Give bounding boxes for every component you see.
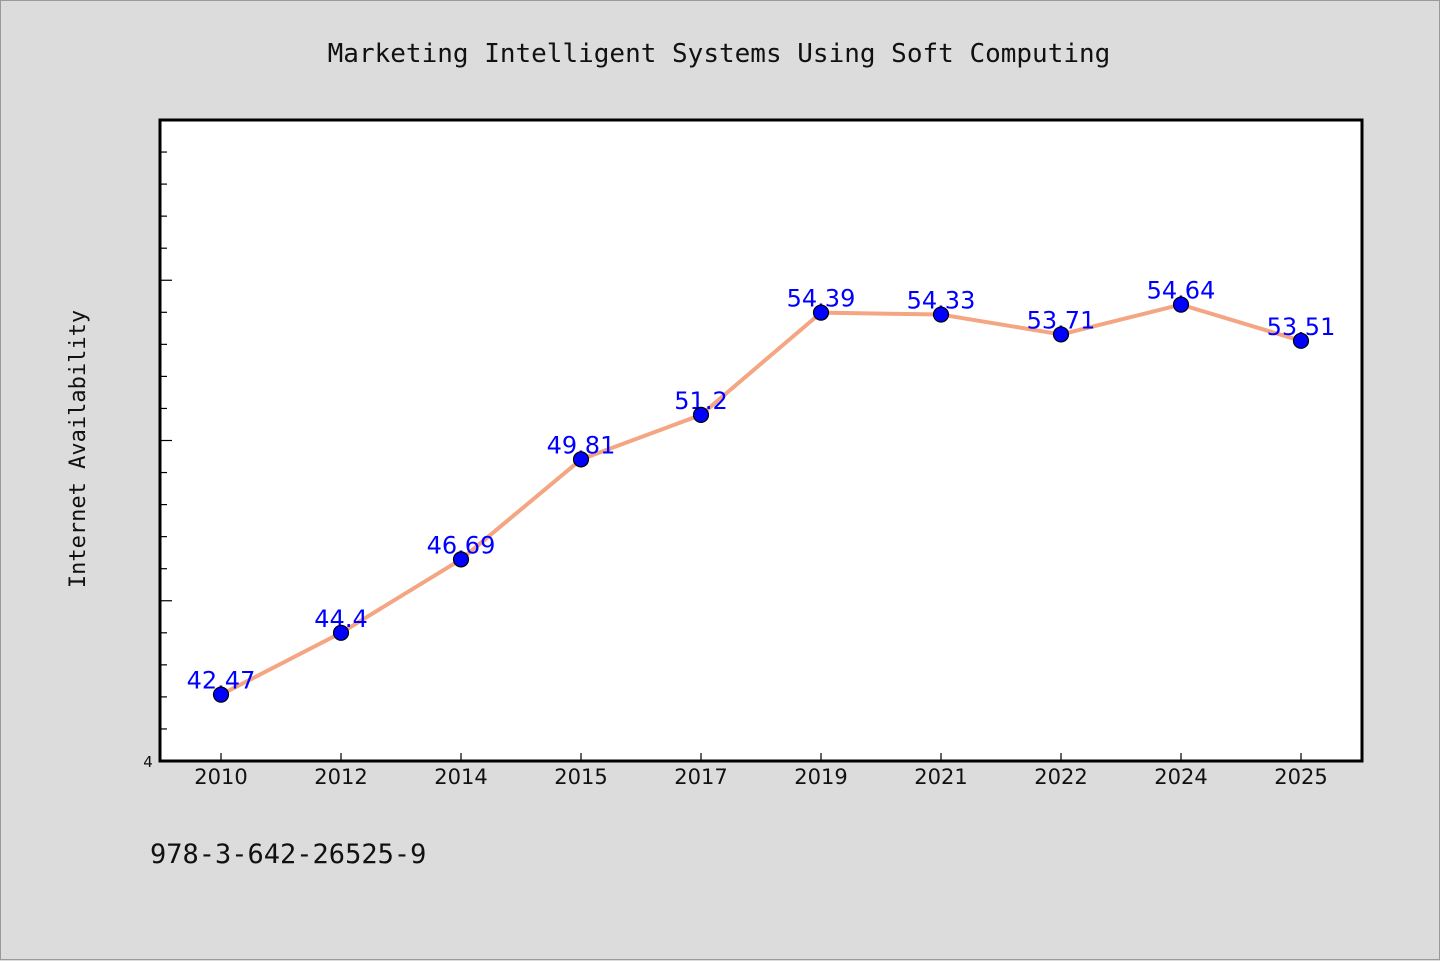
x-tick-label: 2015 (554, 765, 607, 789)
data-point (812, 304, 830, 321)
x-tick-label: 2021 (914, 765, 967, 789)
data-point (452, 551, 470, 568)
plot-area (158, 118, 1364, 763)
data-point (572, 451, 590, 468)
chart-title: Marketing Intelligent Systems Using Soft… (328, 39, 1111, 69)
data-point (212, 686, 230, 703)
x-tick-label: 2024 (1154, 765, 1207, 789)
data-point (332, 624, 350, 641)
data-point (1292, 332, 1310, 349)
x-tick-label: 2017 (674, 765, 727, 789)
isbn-footer: 978-3-642-26525-9 (150, 839, 426, 870)
x-axis-ticks: 2010 2012 2014 2015 2017 2019 2021 2022 2024 2025 (194, 753, 1328, 789)
y-axis-label: Internet Availability (66, 310, 91, 588)
data-point (1052, 326, 1070, 343)
x-tick-label: 2014 (434, 765, 487, 789)
x-tick-label: 2022 (1034, 765, 1087, 789)
series-line-group (219, 302, 1303, 697)
y-axis-min-label: 4 (143, 753, 153, 771)
data-markers (212, 296, 1310, 703)
data-point (1172, 296, 1190, 313)
series-line (219, 302, 1303, 697)
x-tick-label: 2019 (794, 765, 847, 789)
data-point (692, 406, 710, 423)
x-tick-label: 2025 (1274, 765, 1327, 789)
x-tick-label: 2012 (314, 765, 367, 789)
y-axis-ticks (160, 119, 172, 762)
x-tick-label: 2010 (194, 765, 247, 789)
data-point (932, 306, 950, 323)
